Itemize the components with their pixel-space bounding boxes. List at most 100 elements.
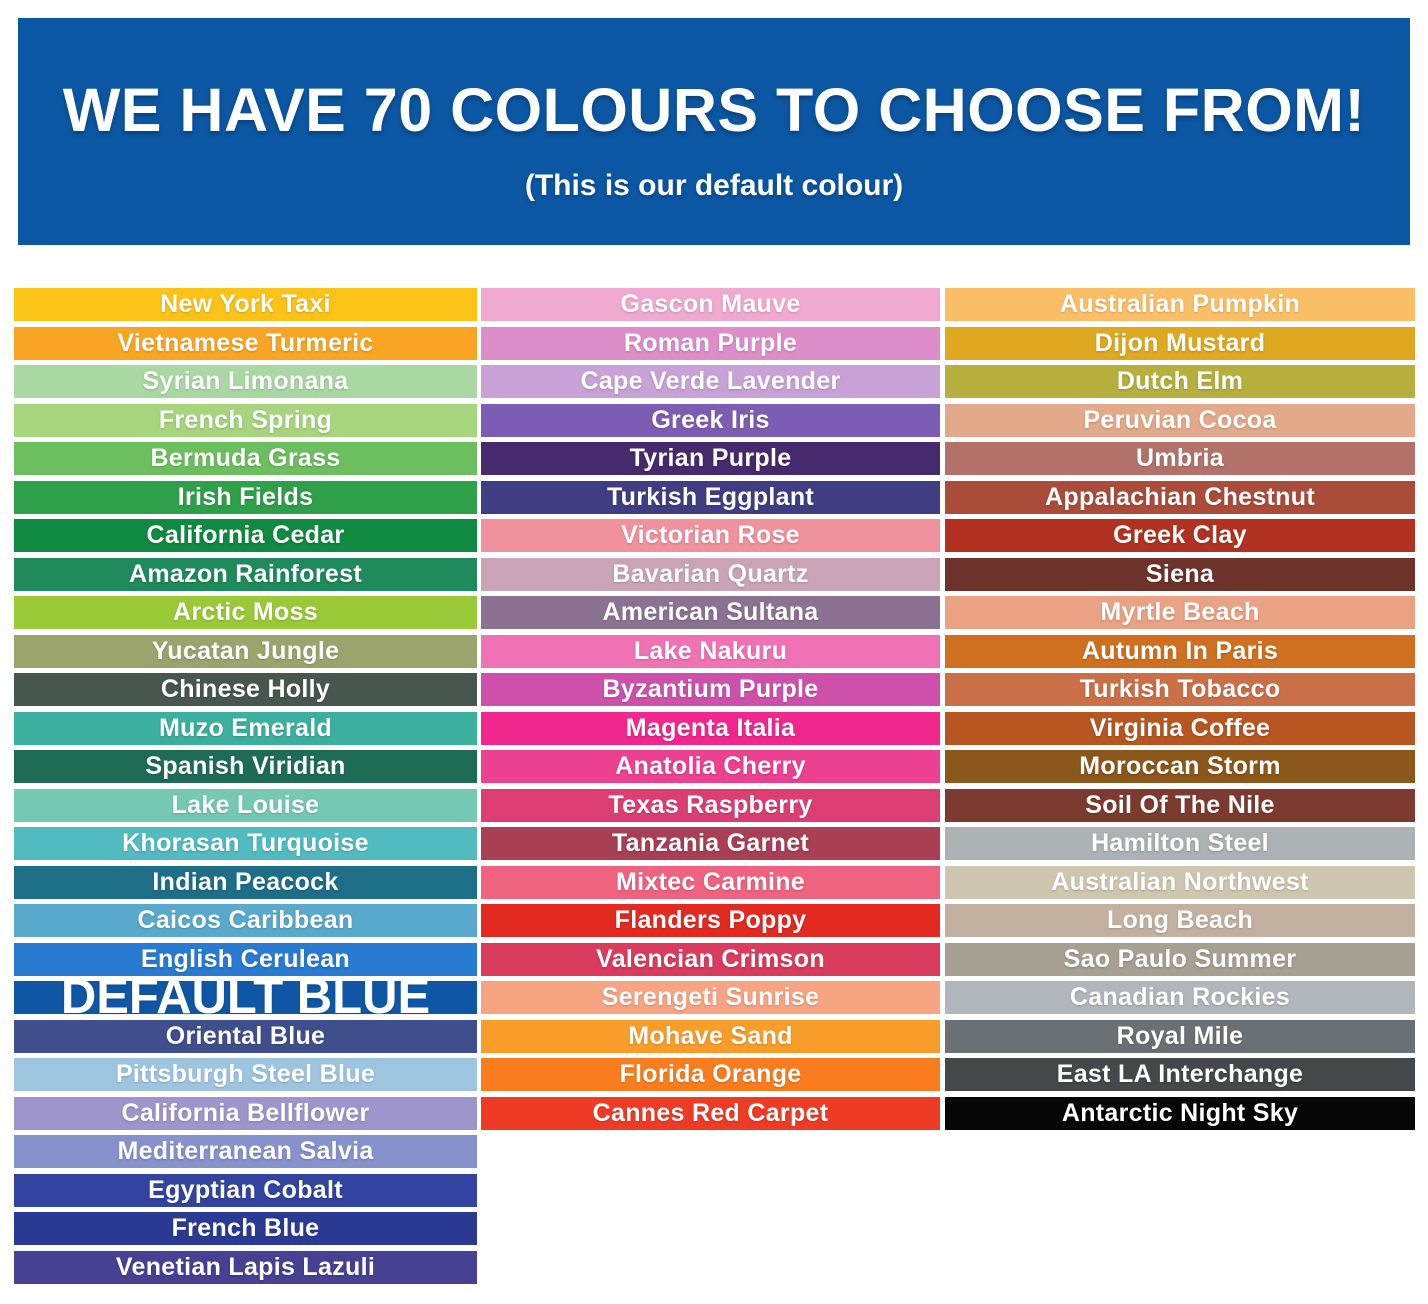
colour-swatch-arctic-moss: Arctic Moss <box>14 596 477 629</box>
colour-name-label: Myrtle Beach <box>1100 598 1260 626</box>
colour-name-label: Anatolia Cherry <box>615 752 806 780</box>
colour-name-label: Venetian Lapis Lazuli <box>115 1252 376 1281</box>
colour-swatch-yucatan-jungle: Yucatan Jungle <box>14 634 477 668</box>
colour-swatch-anatolia-cherry: Anatolia Cherry <box>481 750 940 783</box>
colour-name-label: Greek Clay <box>1113 521 1247 549</box>
colour-name-label: Siena <box>1145 559 1215 588</box>
colour-swatch-mohave-sand: Mohave Sand <box>481 1019 940 1053</box>
header-banner: WE HAVE 70 COLOURS TO CHOOSE FROM! (This… <box>18 18 1410 245</box>
colour-swatch-turkish-tobacco: Turkish Tobacco <box>945 673 1415 706</box>
colour-swatch-irish-fields: Irish Fields <box>14 480 477 514</box>
colour-name-label: English Cerulean <box>140 944 350 973</box>
colour-name-label: Valencian Crimson <box>596 944 825 973</box>
colour-swatch-lake-louise: Lake Louise <box>14 788 477 822</box>
colour-name-label: Amazon Rainforest <box>129 559 362 588</box>
colour-name-label: California Cedar <box>146 521 345 549</box>
header-title: WE HAVE 70 COLOURS TO CHOOSE FROM! <box>62 76 1366 145</box>
colour-name-label: American Sultana <box>602 598 819 626</box>
colour-name-label: Lake Louise <box>171 790 320 819</box>
colour-name-label: Magenta Italia <box>625 713 796 742</box>
header-subtitle: (This is our default colour) <box>524 168 904 202</box>
colour-swatch-french-spring: French Spring <box>14 403 477 437</box>
colour-name-label: Cannes Red Carpet <box>592 1098 829 1127</box>
colour-name-label: Mediterranean Salvia <box>117 1137 374 1165</box>
colour-name-label: Egyptian Cobalt <box>148 1175 343 1204</box>
colour-swatch-bavarian-quartz: Bavarian Quartz <box>481 557 940 591</box>
colour-name-label: Royal Mile <box>1116 1021 1244 1050</box>
colour-name-label: New York Taxi <box>160 290 331 318</box>
colour-name-label: Flanders Poppy <box>614 906 807 934</box>
colour-name-label: DEFAULT BLUE <box>60 970 431 1024</box>
colour-swatch-virginia-coffee: Virginia Coffee <box>945 711 1415 745</box>
colour-name-label: Hamilton Steel <box>1091 829 1269 857</box>
colour-swatch-california-bellflower: California Bellflower <box>14 1096 477 1130</box>
colour-name-label: Lake Nakuru <box>633 636 788 665</box>
colour-swatch-long-beach: Long Beach <box>945 904 1415 937</box>
colour-name-label: Mixtec Carmine <box>616 867 805 896</box>
colour-swatch-vietnamese-turmeric: Vietnamese Turmeric <box>14 326 477 360</box>
colour-name-label: Dijon Mustard <box>1094 328 1266 357</box>
colour-name-label: Bavarian Quartz <box>612 559 809 588</box>
colour-swatch-tanzania-garnet: Tanzania Garnet <box>481 827 940 860</box>
colour-swatch-pittsburgh-steel-blue: Pittsburgh Steel Blue <box>14 1058 477 1091</box>
colour-name-label: French Spring <box>158 405 333 434</box>
colour-swatch-default-blue: DEFAULT BLUE <box>14 970 477 1024</box>
colour-name-label: Moroccan Storm <box>1079 752 1281 780</box>
colour-swatch-cape-verde-lavender: Cape Verde Lavender <box>481 365 940 398</box>
colour-swatch-florida-orange: Florida Orange <box>481 1058 940 1091</box>
colour-swatch-magenta-italia: Magenta Italia <box>481 711 940 745</box>
colour-swatch-khorasan-turquoise: Khorasan Turquoise <box>14 827 477 860</box>
colour-name-label: Soil Of The Nile <box>1085 790 1275 819</box>
colour-name-label: Dutch Elm <box>1116 367 1244 395</box>
colour-name-label: Vietnamese Turmeric <box>117 328 374 357</box>
colour-swatch-american-sultana: American Sultana <box>481 596 940 629</box>
colour-swatch-moroccan-storm: Moroccan Storm <box>945 750 1415 783</box>
colour-swatch-dutch-elm: Dutch Elm <box>945 365 1415 398</box>
colour-name-label: Oriental Blue <box>165 1021 326 1050</box>
colour-name-label: Turkish Eggplant <box>606 482 815 511</box>
colour-swatch-umbria: Umbria <box>945 442 1415 475</box>
colour-name-label: Long Beach <box>1106 906 1254 934</box>
colour-swatch-canadian-rockies: Canadian Rockies <box>945 981 1415 1014</box>
colour-swatch-byzantium-purple: Byzantium Purple <box>481 673 940 706</box>
colour-name-label: Byzantium Purple <box>602 675 819 703</box>
colour-name-label: Khorasan Turquoise <box>122 829 369 857</box>
colour-swatch-english-cerulean: English Cerulean <box>14 942 477 976</box>
colour-column-2: Gascon Mauve Roman Purple Cape Verde Laven… <box>481 288 940 1130</box>
colour-swatch-indian-peacock: Indian Peacock <box>14 865 477 899</box>
colour-swatch-chinese-holly: Chinese Holly <box>14 673 477 706</box>
colour-swatch-soil-of-the-nile: Soil Of The Nile <box>945 788 1415 822</box>
colour-swatch-myrtle-beach: Myrtle Beach <box>945 596 1415 629</box>
colour-swatch-flanders-poppy: Flanders Poppy <box>481 904 940 937</box>
colour-swatch-antarctic-night-sky: Antarctic Night Sky <box>945 1096 1415 1130</box>
colour-name-label: Gascon Mauve <box>620 290 801 318</box>
colour-name-label: Bermuda Grass <box>150 444 341 472</box>
colour-swatch-oriental-blue: Oriental Blue <box>14 1019 477 1053</box>
colour-swatch-spanish-viridian: Spanish Viridian <box>14 750 477 783</box>
colour-column-1: New York Taxi Vietnamese Turmeric Syrian L… <box>14 288 477 1284</box>
colour-swatch-tyrian-purple: Tyrian Purple <box>481 442 940 475</box>
colour-name-label: Caicos Caribbean <box>137 906 354 934</box>
colour-swatch-texas-raspberry: Texas Raspberry <box>481 788 940 822</box>
colour-swatch-hamilton-steel: Hamilton Steel <box>945 827 1415 860</box>
colour-swatch-royal-mile: Royal Mile <box>945 1019 1415 1053</box>
colour-name-label: Sao Paulo Summer <box>1063 944 1297 973</box>
colour-swatch-california-cedar: California Cedar <box>14 519 477 552</box>
colour-name-label: Syrian Limonana <box>142 367 349 395</box>
colour-swatch-lake-nakuru: Lake Nakuru <box>481 634 940 668</box>
colour-swatch-mediterranean-salvia: Mediterranean Salvia <box>14 1135 477 1168</box>
colour-swatch-venetian-lapis-lazuli: Venetian Lapis Lazuli <box>14 1250 477 1284</box>
colour-swatch-east-la-interchange: East LA Interchange <box>945 1058 1415 1091</box>
colour-swatch-turkish-eggplant: Turkish Eggplant <box>481 480 940 514</box>
colour-name-label: Florida Orange <box>619 1060 802 1088</box>
colour-swatch-caicos-caribbean: Caicos Caribbean <box>14 904 477 937</box>
colour-name-label: Pittsburgh Steel Blue <box>115 1060 376 1088</box>
colour-swatch-greek-clay: Greek Clay <box>945 519 1415 552</box>
colour-name-label: East LA Interchange <box>1056 1060 1304 1088</box>
colour-name-label: Muzo Emerald <box>158 713 333 742</box>
colour-name-label: Australian Pumpkin <box>1059 290 1301 318</box>
colour-swatch-roman-purple: Roman Purple <box>481 326 940 360</box>
colour-swatch-bermuda-grass: Bermuda Grass <box>14 442 477 475</box>
colour-swatch-autumn-in-paris: Autumn In Paris <box>945 634 1415 668</box>
colour-swatch-sao-paulo-summer: Sao Paulo Summer <box>945 942 1415 976</box>
